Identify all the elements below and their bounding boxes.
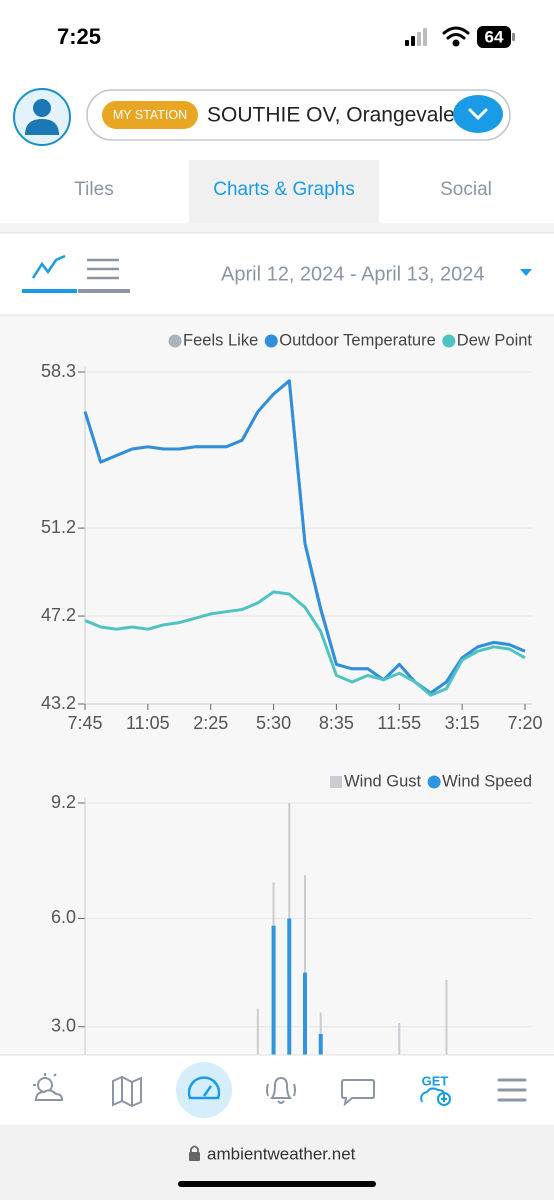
clock: 7:25 — [57, 24, 101, 49]
legend-label: Dew Point — [457, 331, 533, 349]
x-tick-label: 8:35 — [319, 713, 354, 733]
legend-swatch — [442, 334, 456, 348]
legend-label: Outdoor Temperature — [279, 331, 436, 349]
legend-swatch — [168, 334, 182, 348]
menu-icon[interactable] — [497, 1078, 527, 1102]
y-tick-label: 6.0 — [51, 907, 76, 927]
line-view-button[interactable] — [22, 254, 77, 293]
station-badge — [102, 101, 198, 129]
legend-swatch — [330, 776, 343, 788]
map-sliver — [0, 223, 554, 233]
x-tick-label: 3:15 — [445, 713, 480, 733]
bar — [303, 972, 307, 1135]
x-tick-label: 11:55 — [377, 713, 421, 733]
signal-icon — [405, 28, 427, 46]
y-tick-label: 3.0 — [51, 1015, 76, 1035]
date-range[interactable]: April 12, 2024 - April 13, 2024 — [221, 263, 485, 285]
avatar[interactable] — [13, 88, 71, 146]
y-tick-label: 43.2 — [41, 693, 76, 713]
browser-bar — [0, 1125, 554, 1200]
get-label[interactable]: GET — [422, 1073, 449, 1088]
battery-tip — [512, 33, 515, 41]
bar — [271, 925, 276, 1135]
station-selector[interactable] — [86, 89, 511, 141]
x-tick-label: 7:20 — [507, 713, 542, 733]
dashboard-icon-bg — [176, 1062, 232, 1118]
legend-label: Feels Like — [183, 331, 258, 349]
legend-swatch — [427, 775, 441, 789]
bar — [287, 918, 292, 1135]
wifi-icon — [442, 26, 470, 47]
weather-icon[interactable] — [33, 1073, 64, 1101]
y-tick-label: 47.2 — [41, 605, 76, 625]
url[interactable]: ambientweather.net — [207, 1144, 356, 1163]
station-dropdown[interactable] — [453, 95, 503, 133]
lock-icon — [189, 1145, 200, 1161]
table-view-button[interactable] — [78, 258, 130, 293]
x-tick-label: 2:25 — [193, 713, 228, 733]
x-tick-label: 5:30 — [256, 713, 291, 733]
station-name: SOUTHIE OV, Orangevale — [207, 104, 455, 127]
tab[interactable]: Charts & Graphs — [213, 179, 355, 200]
chart-area — [0, 315, 554, 1055]
social-icon[interactable] — [341, 1079, 375, 1107]
y-tick-label: 58.3 — [41, 361, 76, 381]
battery-level: 64 — [485, 27, 504, 46]
get-cloud-icon[interactable] — [420, 1087, 451, 1106]
x-tick-label: 7:45 — [67, 713, 102, 733]
badge-text: MY STATION — [113, 108, 187, 122]
tab-active-bg — [189, 160, 379, 223]
series-line — [84, 590, 526, 697]
map-icon[interactable] — [112, 1075, 142, 1108]
y-tick-label: 51.2 — [41, 517, 76, 537]
battery — [477, 26, 511, 48]
y-tick-label: 9.2 — [51, 792, 76, 812]
legend-label: Wind Speed — [442, 772, 532, 790]
date-dropdown[interactable] — [520, 269, 532, 276]
x-tick-label: 11:05 — [126, 713, 170, 733]
tab[interactable]: Tiles — [74, 179, 113, 200]
home-indicator — [178, 1181, 376, 1187]
tab[interactable]: Social — [440, 179, 492, 200]
series-line — [83, 379, 526, 695]
alerts-icon[interactable] — [266, 1076, 296, 1104]
dashboard-icon[interactable] — [187, 1076, 221, 1100]
legend-swatch — [264, 334, 278, 348]
bottom-nav — [0, 1055, 554, 1125]
legend-label: Wind Gust — [344, 772, 421, 790]
